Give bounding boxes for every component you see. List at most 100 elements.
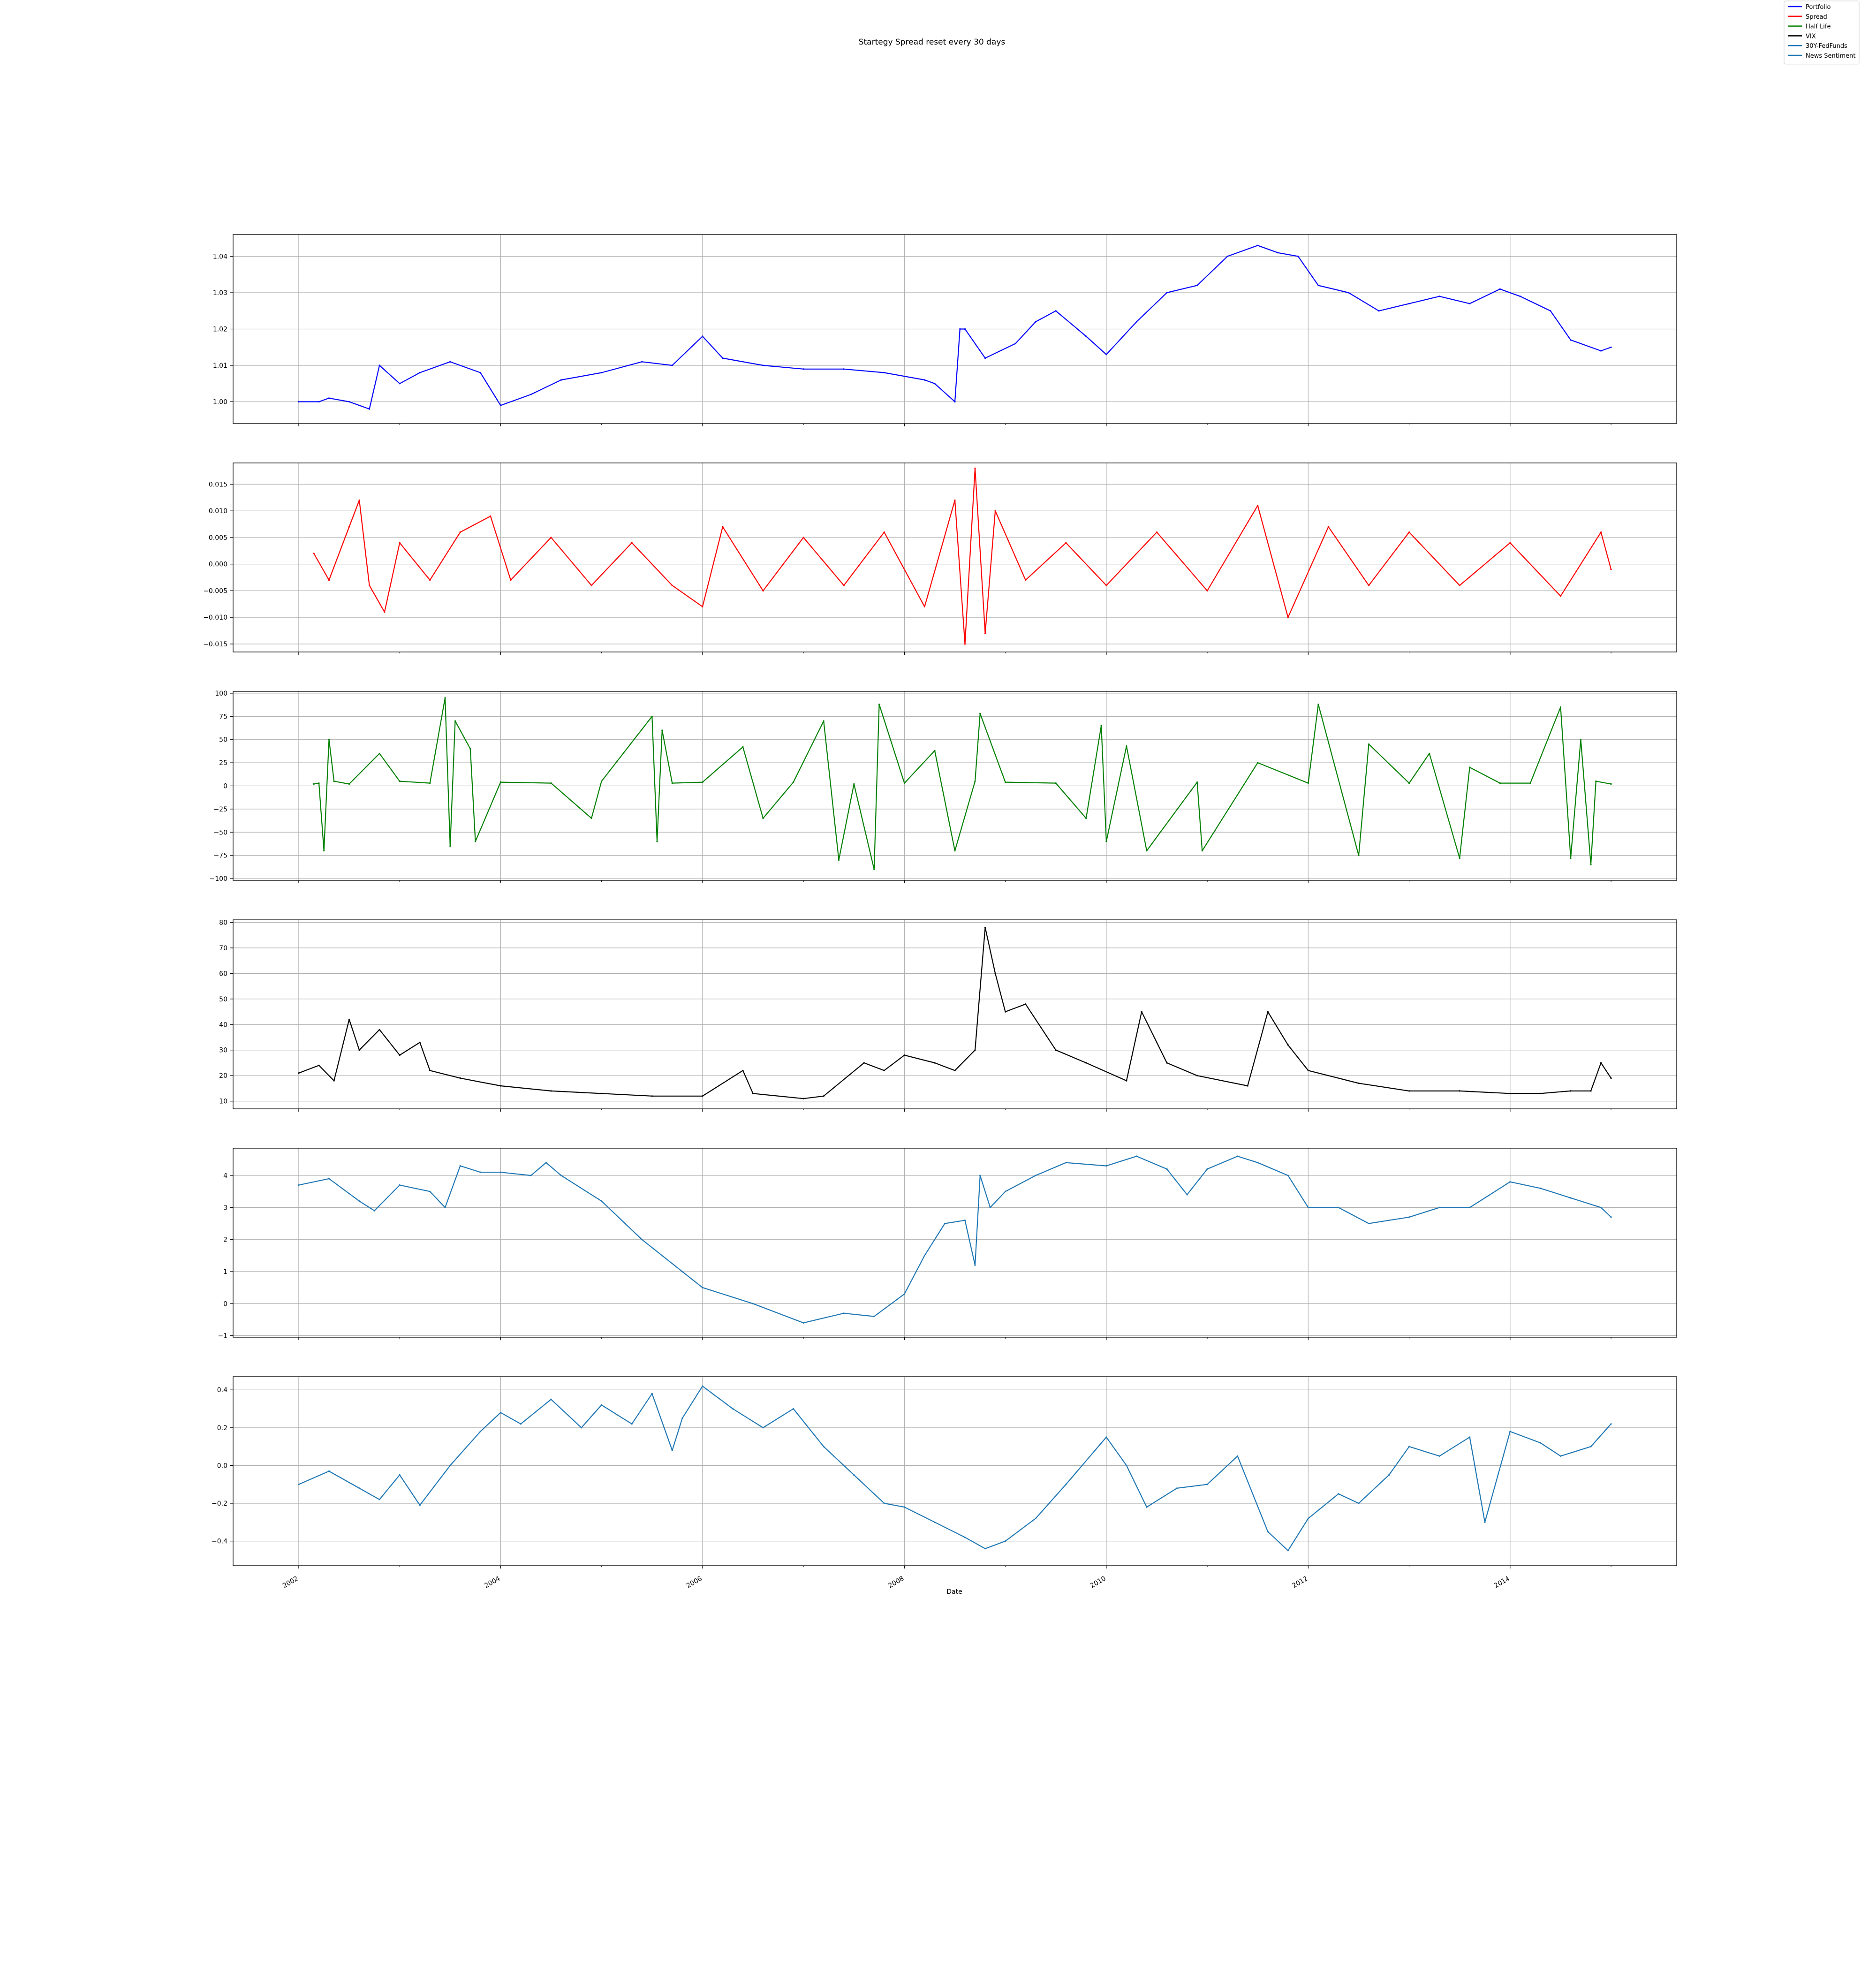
data-point-vix — [954, 1069, 956, 1071]
data-point-vix — [1358, 1082, 1360, 1084]
data-point-spread — [1368, 584, 1370, 586]
data-point-30y-fedfunds — [1408, 1216, 1410, 1218]
data-point-vix — [1005, 1011, 1006, 1013]
legend-entry-label: Spread — [1806, 14, 1827, 21]
data-point-spread — [510, 579, 512, 581]
axes-background — [233, 463, 1677, 652]
data-point-news-sentiment — [1206, 1484, 1208, 1485]
y-tick-label: 1.00 — [213, 399, 227, 406]
data-point-half-life — [429, 782, 431, 784]
subplot-half-life: −100 −75 −50 −25 0 25 50 75 100 — [210, 690, 1677, 883]
data-point-spread — [1105, 584, 1107, 586]
data-point-news-sentiment — [358, 1487, 360, 1489]
data-point-news-sentiment — [1267, 1531, 1269, 1533]
y-tick-label: −0.015 — [203, 641, 227, 648]
data-point-half-life — [313, 783, 315, 785]
data-point-half-life — [742, 746, 744, 748]
data-point-half-life — [1559, 706, 1562, 708]
data-point-news-sentiment — [419, 1504, 421, 1506]
data-point-news-sentiment — [499, 1412, 501, 1414]
data-point-portfolio — [702, 335, 704, 337]
data-point-news-sentiment — [1590, 1446, 1592, 1447]
data-point-30y-fedfunds — [944, 1222, 946, 1225]
data-point-30y-fedfunds — [1570, 1197, 1572, 1199]
data-point-spread — [964, 643, 966, 645]
data-point-portfolio — [959, 328, 961, 330]
y-tick-label: 0.000 — [209, 561, 227, 568]
data-point-portfolio — [934, 383, 936, 385]
subplot-news-sentiment: −0.4 −0.2 0.0 0.2 0.4 — [212, 1376, 1677, 1568]
data-point-spread — [762, 590, 764, 592]
data-point-vix — [702, 1095, 704, 1097]
data-point-portfolio — [1519, 296, 1521, 297]
data-point-30y-fedfunds — [1610, 1216, 1612, 1218]
data-point-portfolio — [1196, 284, 1198, 287]
y-tick-label: 50 — [219, 996, 227, 1003]
data-point-news-sentiment — [681, 1417, 683, 1419]
figure-title: Startegy Spread reset every 30 days — [859, 38, 1006, 47]
data-point-portfolio — [1105, 354, 1107, 356]
data-point-spread — [1459, 584, 1460, 586]
data-point-spread — [974, 467, 976, 470]
data-point-spread — [590, 584, 592, 586]
data-point-vix — [333, 1080, 335, 1082]
data-point-news-sentiment — [651, 1393, 653, 1394]
y-tick-label: 1.02 — [213, 326, 227, 333]
data-point-vix — [1590, 1090, 1592, 1092]
y-tick-label: −0.4 — [212, 1538, 227, 1546]
data-point-portfolio — [1378, 310, 1380, 312]
data-point-30y-fedfunds — [681, 1271, 683, 1273]
series-line-portfolio — [298, 245, 1611, 410]
y-tick-label: −0.005 — [203, 587, 227, 595]
legend-entry-label: Half Life — [1806, 23, 1831, 30]
data-point-spread — [843, 584, 845, 586]
data-point-spread — [348, 526, 350, 528]
data-point-spread — [802, 537, 804, 538]
data-point-vix — [358, 1049, 360, 1051]
data-point-vix — [1539, 1092, 1541, 1094]
data-point-vix — [348, 1018, 350, 1020]
data-point-portfolio — [1035, 321, 1036, 323]
data-point-30y-fedfunds — [702, 1287, 704, 1288]
data-point-half-life — [838, 859, 840, 861]
legend-entry-label: Portfolio — [1806, 4, 1831, 11]
data-point-vix — [318, 1064, 320, 1066]
data-point-30y-fedfunds — [373, 1210, 375, 1212]
data-point-half-life — [762, 818, 764, 819]
y-tick-label: 80 — [219, 919, 227, 926]
data-point-news-sentiment — [601, 1404, 603, 1406]
data-point-vix — [378, 1029, 380, 1030]
data-point-news-sentiment — [550, 1398, 552, 1400]
data-point-30y-fedfunds — [298, 1184, 300, 1186]
data-point-30y-fedfunds — [1600, 1206, 1602, 1208]
data-point-vix — [1267, 1011, 1269, 1013]
data-point-half-life — [1005, 781, 1006, 783]
data-point-portfolio — [671, 364, 673, 366]
data-point-portfolio — [964, 328, 966, 330]
data-point-news-sentiment — [883, 1502, 885, 1504]
data-point-spread — [671, 584, 673, 586]
data-point-half-life — [1126, 745, 1127, 747]
data-point-spread — [1327, 526, 1329, 528]
data-point-half-life — [651, 715, 653, 717]
data-point-30y-fedfunds — [1469, 1206, 1471, 1208]
data-point-news-sentiment — [399, 1474, 401, 1476]
data-point-news-sentiment — [1509, 1431, 1511, 1432]
data-point-portfolio — [378, 364, 380, 366]
data-point-30y-fedfunds — [1105, 1165, 1107, 1167]
data-point-half-life — [499, 781, 501, 783]
data-point-spread — [1156, 531, 1158, 533]
data-point-spread — [313, 553, 315, 554]
legend-entry-label: VIX — [1806, 33, 1816, 40]
data-point-30y-fedfunds — [802, 1322, 804, 1324]
data-point-news-sentiment — [903, 1506, 905, 1508]
data-point-portfolio — [419, 371, 421, 374]
data-point-30y-fedfunds — [843, 1312, 845, 1314]
axes-frame — [233, 1376, 1677, 1566]
data-point-portfolio — [1297, 255, 1299, 258]
data-point-half-life — [475, 841, 477, 842]
axes-frame — [233, 234, 1677, 424]
data-point-half-life — [903, 782, 905, 784]
data-point-portfolio — [328, 397, 330, 399]
data-point-spread — [994, 510, 996, 512]
